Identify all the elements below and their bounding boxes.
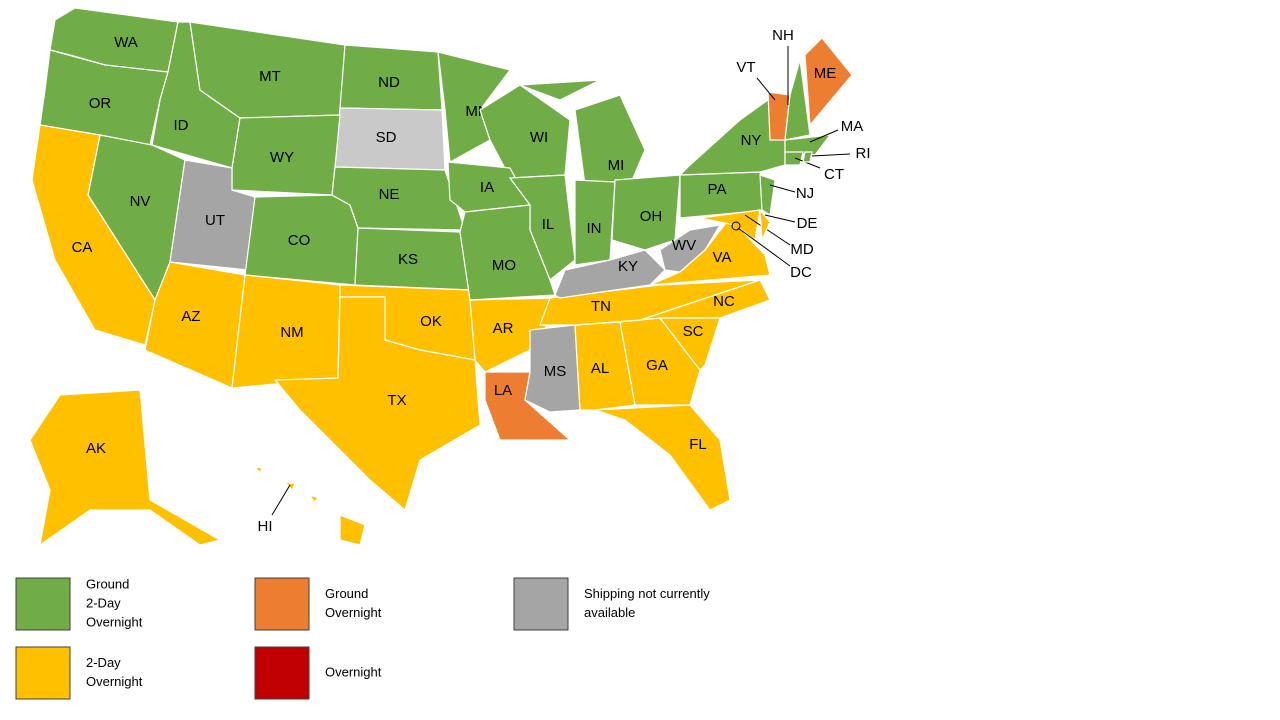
state-label: RI <box>856 145 871 162</box>
state-label: AR <box>493 320 514 337</box>
legend-label: Overnight <box>86 674 143 689</box>
state-label: OK <box>420 313 442 330</box>
leader-line <box>271 484 291 516</box>
state-label: WV <box>672 237 696 254</box>
state-label: VT <box>736 59 755 76</box>
state-label: MT <box>259 68 281 85</box>
state-label: WY <box>270 149 294 166</box>
legend-label: Overnight <box>325 664 382 679</box>
state-label: NH <box>772 27 794 44</box>
state-label: VA <box>713 249 732 266</box>
state-label: MA <box>841 118 864 135</box>
state-label: KS <box>398 251 418 268</box>
legend-swatch <box>15 577 71 631</box>
legend-label: Overnight <box>86 614 143 629</box>
state-label: NM <box>280 324 303 341</box>
state-shape <box>594 404 731 511</box>
legend-swatch <box>513 577 569 631</box>
legend-label: available <box>584 605 635 620</box>
state-label: KY <box>618 258 638 275</box>
state-shape <box>144 261 246 389</box>
legend-swatch <box>254 646 310 700</box>
legend-label: Shipping not currently <box>584 586 710 601</box>
state-shape <box>649 217 771 286</box>
leader-line <box>744 214 791 246</box>
state-shape <box>539 279 761 326</box>
state-shape <box>253 466 263 475</box>
state-label: ME <box>814 65 837 82</box>
state-label: MI <box>608 157 625 174</box>
state-shape <box>273 296 481 512</box>
leader-line <box>811 153 851 157</box>
leader-line <box>737 227 791 267</box>
state-shape <box>802 151 813 163</box>
state-label: AZ <box>181 308 200 325</box>
state-label: IN <box>587 220 602 237</box>
state-label: UT <box>205 212 225 229</box>
leader-line <box>764 214 796 223</box>
state-label: WA <box>114 34 138 51</box>
state-shape <box>459 204 556 301</box>
leader-line <box>769 184 796 193</box>
legend-swatch <box>15 646 71 700</box>
state-label: OH <box>640 208 663 225</box>
state-shape <box>759 174 776 216</box>
state-shape <box>574 94 646 186</box>
state-shape <box>784 151 804 166</box>
state-label: LA <box>494 382 512 399</box>
state-label: MS <box>544 363 567 380</box>
state-shape <box>29 389 222 547</box>
state-label: IA <box>480 179 494 196</box>
state-label: MD <box>790 241 813 258</box>
leader-line <box>809 129 839 143</box>
state-label: CA <box>72 239 93 256</box>
state-label: DC <box>790 264 812 281</box>
state-label: NY <box>741 132 762 149</box>
state-label: ID <box>174 117 189 134</box>
state-shape <box>519 79 601 101</box>
legend-label: 2-Day <box>86 595 121 610</box>
state-shape <box>469 297 556 373</box>
state-shape <box>308 493 320 503</box>
state-label: FL <box>689 436 707 453</box>
state-shape <box>611 174 681 251</box>
state-label: PA <box>708 181 727 198</box>
state-label: DE <box>797 215 818 232</box>
state-label: MO <box>492 257 516 274</box>
state-label: NV <box>130 193 151 210</box>
legend-label: 2-Day <box>86 655 121 670</box>
state-label: CT <box>824 166 844 183</box>
state-shape <box>283 481 296 492</box>
state-shape <box>31 124 156 346</box>
state-label: TX <box>387 392 406 409</box>
state-label: SC <box>683 323 704 340</box>
state-shape <box>784 134 832 156</box>
state-label: HI <box>258 518 273 535</box>
state-shape <box>759 208 771 241</box>
state-label: NC <box>713 293 735 310</box>
state-label: ND <box>378 74 400 91</box>
state-shape <box>339 514 366 546</box>
state-label: OR <box>89 95 112 112</box>
leader-line <box>756 77 776 101</box>
state-label: GA <box>646 357 668 374</box>
leader-line <box>794 157 821 169</box>
state-label: CO <box>288 232 311 249</box>
legend-label: Ground <box>325 586 368 601</box>
legend-label: Overnight <box>325 605 382 620</box>
state-shape <box>804 37 853 127</box>
state-label: AK <box>86 440 106 457</box>
state-shape <box>784 59 811 141</box>
state-label: NE <box>379 186 400 203</box>
legend-label: Ground <box>86 576 129 591</box>
legend-swatch <box>254 577 310 631</box>
state-label: SD <box>376 129 397 146</box>
state-shape <box>554 249 666 299</box>
state-label: AL <box>591 360 609 377</box>
state-label: NJ <box>796 185 814 202</box>
state-label: IL <box>542 216 555 233</box>
state-label: WI <box>530 129 548 146</box>
state-label: TN <box>591 298 611 315</box>
